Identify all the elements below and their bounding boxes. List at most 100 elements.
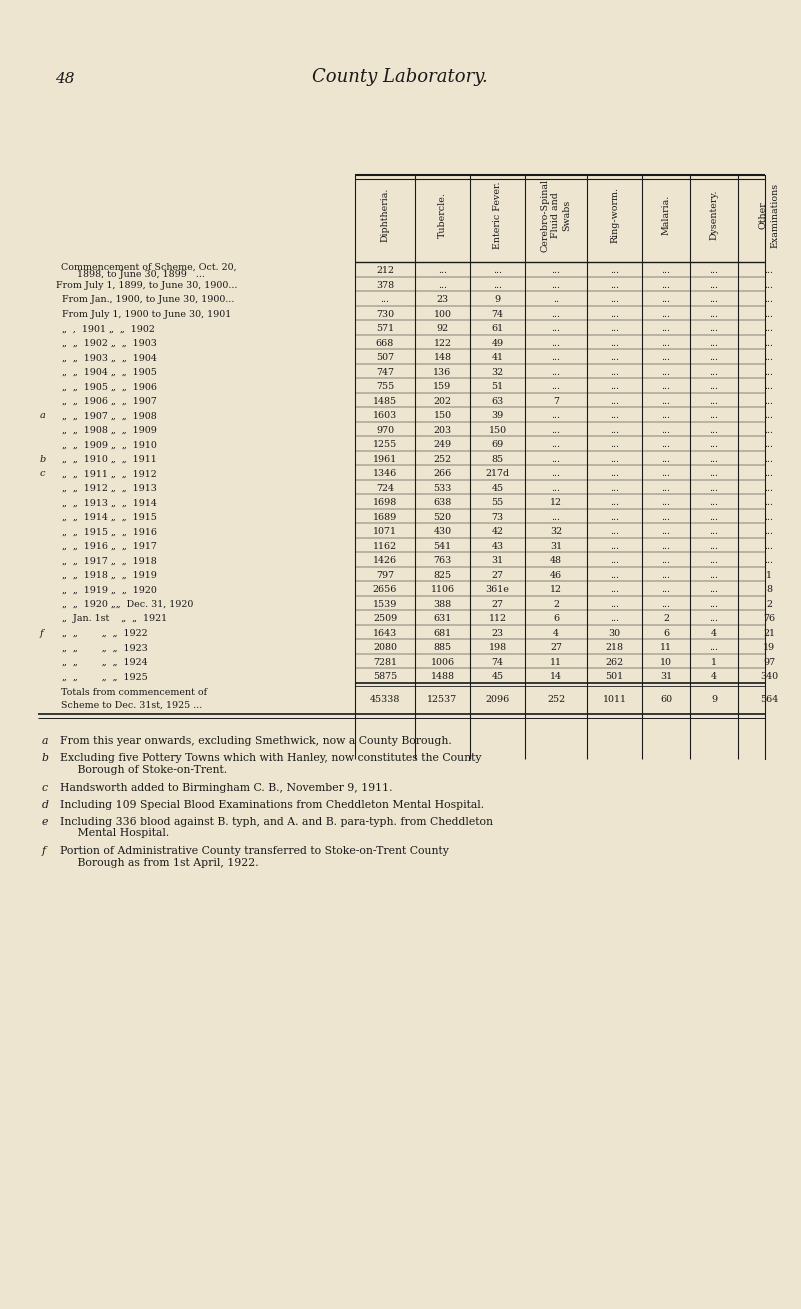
- Text: 2656: 2656: [372, 585, 397, 594]
- Text: 520: 520: [433, 513, 452, 522]
- Text: ...: ...: [610, 296, 619, 305]
- Text: c: c: [42, 783, 48, 793]
- Text: 9: 9: [711, 695, 717, 704]
- Text: 970: 970: [376, 425, 394, 435]
- Text: ...: ...: [610, 368, 619, 377]
- Text: ...: ...: [662, 267, 670, 275]
- Text: ...: ...: [610, 325, 619, 334]
- Text: 10: 10: [660, 658, 672, 668]
- Text: „  „        „  „  1923: „ „ „ „ 1923: [56, 644, 147, 652]
- Text: 218: 218: [606, 644, 623, 652]
- Text: „  Jan. 1st    „  „  1921: „ Jan. 1st „ „ 1921: [56, 614, 167, 623]
- Text: ...: ...: [610, 556, 619, 565]
- Text: 39: 39: [491, 411, 504, 420]
- Text: Including 109 Special Blood Examinations from Cheddleton Mental Hospital.: Including 109 Special Blood Examinations…: [60, 800, 484, 810]
- Text: 501: 501: [606, 673, 623, 682]
- Text: ...: ...: [662, 411, 670, 420]
- Text: ...: ...: [764, 296, 774, 305]
- Text: „  „        „  „  1925: „ „ „ „ 1925: [56, 673, 147, 682]
- Text: ...: ...: [662, 382, 670, 391]
- Text: Including 336 blood against B. typh, and A. and B. para-typh. from Cheddleton
  : Including 336 blood against B. typh, and…: [60, 817, 493, 839]
- Text: 681: 681: [433, 630, 452, 637]
- Text: 2096: 2096: [485, 695, 509, 704]
- Text: ...: ...: [710, 411, 718, 420]
- Text: ...: ...: [764, 310, 774, 319]
- Text: ...: ...: [610, 585, 619, 594]
- Text: ...: ...: [662, 397, 670, 406]
- Text: ...: ...: [662, 470, 670, 479]
- Text: Excluding five Pottery Towns which with Hanley, now constitutes the County
     : Excluding five Pottery Towns which with …: [60, 754, 481, 775]
- Text: ...: ...: [662, 353, 670, 363]
- Text: „  „  1904 „  „  1905: „ „ 1904 „ „ 1905: [56, 368, 157, 377]
- Text: 63: 63: [491, 397, 504, 406]
- Text: 27: 27: [550, 644, 562, 652]
- Text: 217d: 217d: [485, 470, 509, 479]
- Text: ...: ...: [662, 425, 670, 435]
- Text: b: b: [40, 456, 46, 463]
- Text: 46: 46: [550, 571, 562, 580]
- Text: 1488: 1488: [430, 673, 454, 682]
- Text: 92: 92: [437, 325, 449, 334]
- Text: „  „  1906 „  „  1907: „ „ 1906 „ „ 1907: [56, 397, 157, 406]
- Text: 266: 266: [433, 470, 452, 479]
- Text: „  „        „  „  1922: „ „ „ „ 1922: [56, 630, 147, 637]
- Text: 1255: 1255: [373, 441, 397, 449]
- Text: ...: ...: [610, 513, 619, 522]
- Text: 262: 262: [606, 658, 623, 668]
- Text: ...: ...: [764, 339, 774, 348]
- Text: ...: ...: [710, 470, 718, 479]
- Text: 2509: 2509: [373, 614, 397, 623]
- Text: 100: 100: [433, 310, 452, 319]
- Text: 1: 1: [711, 658, 717, 668]
- Text: 45338: 45338: [370, 695, 400, 704]
- Text: 31: 31: [660, 673, 672, 682]
- Text: From July 1, 1900 to June 30, 1901: From July 1, 1900 to June 30, 1901: [56, 310, 231, 319]
- Text: ...: ...: [610, 267, 619, 275]
- Text: Totals from commencement of: Totals from commencement of: [61, 689, 207, 698]
- Text: 60: 60: [660, 695, 672, 704]
- Text: 61: 61: [492, 325, 504, 334]
- Text: ...: ...: [493, 281, 502, 291]
- Text: Malaria.: Malaria.: [662, 195, 670, 236]
- Text: 48: 48: [550, 556, 562, 565]
- Text: ...: ...: [493, 267, 502, 275]
- Text: 21: 21: [763, 630, 775, 637]
- Text: ...: ...: [764, 470, 774, 479]
- Text: ...: ...: [610, 310, 619, 319]
- Text: ...: ...: [610, 470, 619, 479]
- Text: „  „  1908 „  „  1909: „ „ 1908 „ „ 1909: [56, 425, 157, 435]
- Text: 7: 7: [553, 397, 559, 406]
- Text: ...: ...: [438, 281, 447, 291]
- Text: 41: 41: [492, 353, 504, 363]
- Text: ...: ...: [710, 441, 718, 449]
- Text: From Jan., 1900, to June 30, 1900...: From Jan., 1900, to June 30, 1900...: [56, 296, 235, 305]
- Text: 2080: 2080: [373, 644, 397, 652]
- Text: 55: 55: [491, 499, 504, 508]
- Text: 747: 747: [376, 368, 394, 377]
- Text: Scheme to Dec. 31st, 1925 ...: Scheme to Dec. 31st, 1925 ...: [61, 700, 202, 709]
- Text: 122: 122: [433, 339, 452, 348]
- Text: f: f: [40, 630, 43, 637]
- Text: ...: ...: [710, 600, 718, 609]
- Text: ...: ...: [710, 296, 718, 305]
- Text: 74: 74: [492, 658, 504, 668]
- Text: 12: 12: [550, 499, 562, 508]
- Text: 69: 69: [491, 441, 504, 449]
- Text: „  „  1910 „  „  1911: „ „ 1910 „ „ 1911: [56, 456, 157, 463]
- Text: 150: 150: [489, 425, 506, 435]
- Text: 11: 11: [550, 658, 562, 668]
- Text: ...: ...: [662, 339, 670, 348]
- Text: 4: 4: [553, 630, 559, 637]
- Text: Other
Examinations: Other Examinations: [759, 183, 779, 247]
- Text: 45: 45: [492, 484, 504, 493]
- Text: 668: 668: [376, 339, 394, 348]
- Text: ...: ...: [662, 499, 670, 508]
- Text: „  „  1920 „„  Dec. 31, 1920: „ „ 1920 „„ Dec. 31, 1920: [56, 600, 193, 609]
- Text: 361e: 361e: [485, 585, 509, 594]
- Text: 23: 23: [492, 630, 504, 637]
- Text: ...: ...: [610, 441, 619, 449]
- Text: Dysentery.: Dysentery.: [710, 190, 718, 241]
- Text: ...: ...: [710, 571, 718, 580]
- Text: ...: ...: [764, 542, 774, 551]
- Text: „  „  1907 „  „  1908: „ „ 1907 „ „ 1908: [56, 411, 157, 420]
